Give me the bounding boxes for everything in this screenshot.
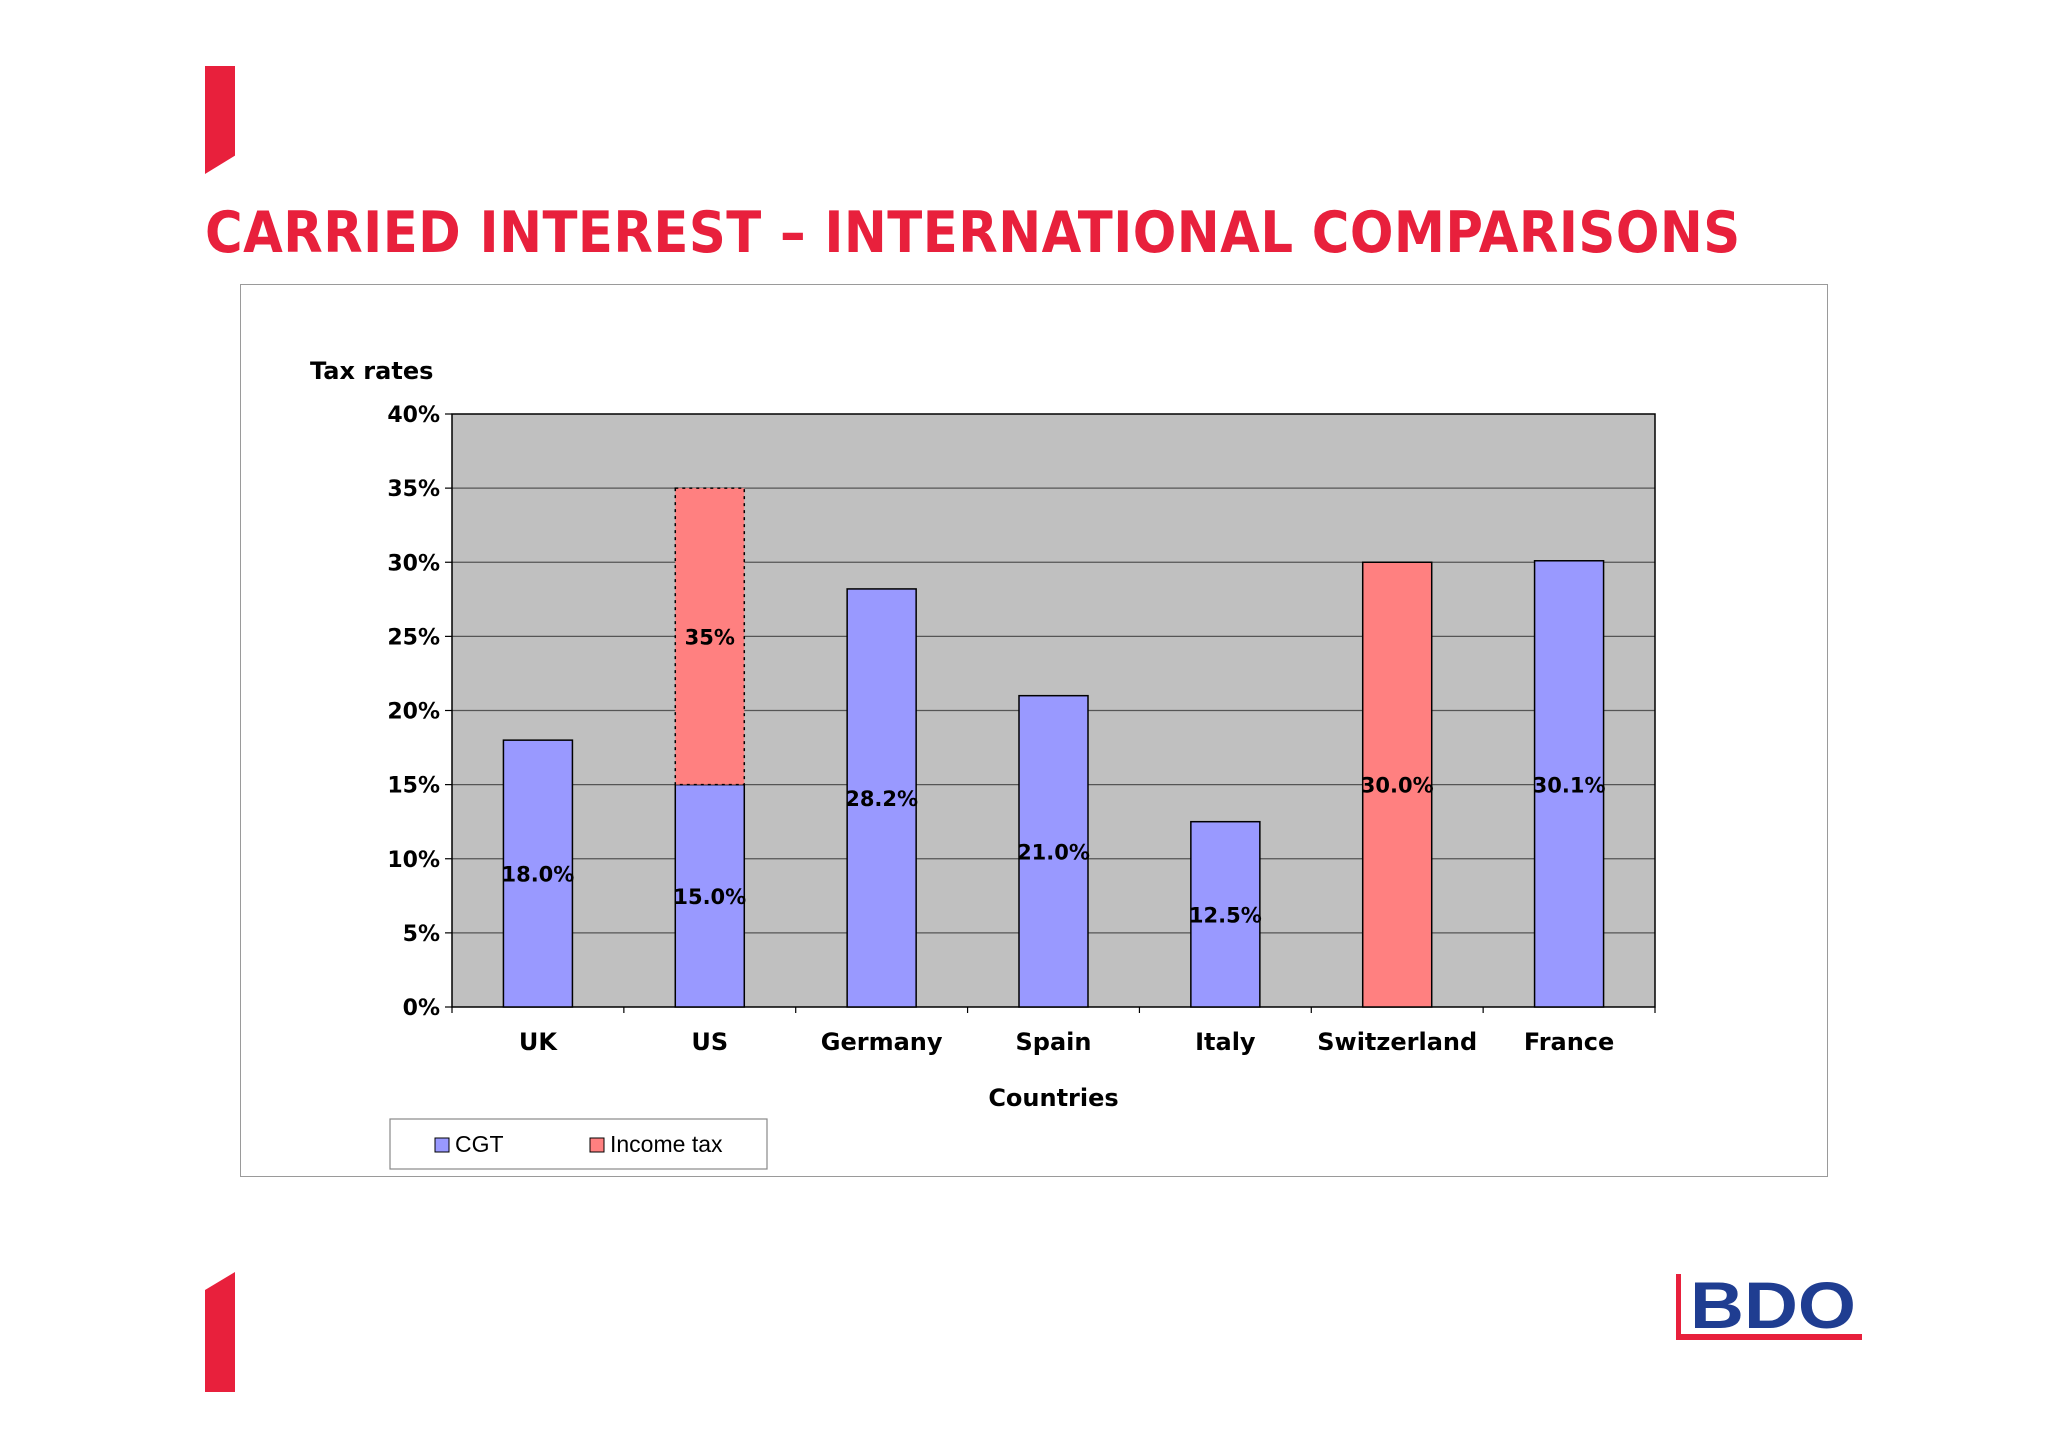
logo-underline <box>1676 1334 1862 1340</box>
legend-label: CGT <box>455 1131 504 1157</box>
y-tick-label: 10% <box>387 848 440 873</box>
y-tick-label: 5% <box>403 922 440 947</box>
bar-cgt-italy <box>1190 820 1261 1008</box>
data-label: 35% <box>685 625 735 649</box>
y-tick-label: 0% <box>403 996 440 1021</box>
y-tick-label: 15% <box>387 774 440 799</box>
legend-label: Income tax <box>610 1131 723 1157</box>
data-label: 28.2% <box>845 787 918 811</box>
y-tick-label: 40% <box>387 403 440 428</box>
x-tick-label: US <box>691 1028 728 1056</box>
x-tick-label: Switzerland <box>1317 1028 1477 1056</box>
chart-frame: 0% 5% 10% 15% 20% 25% 30% 35% 40% 18.0% UK 15.0% 35%… <box>240 284 1828 1177</box>
x-tick-label: Germany <box>821 1028 943 1056</box>
accent-bar-top <box>205 66 235 174</box>
bdo-logo: BDO <box>1676 1272 1862 1342</box>
y-tick-label: 35% <box>387 477 440 502</box>
bar-cgt-france <box>1533 560 1605 1008</box>
x-tick-label: Spain <box>1016 1028 1092 1056</box>
x-tick-label: France <box>1524 1028 1614 1056</box>
y-axis-title: Tax rates <box>310 357 433 385</box>
data-label: 30.1% <box>1533 774 1606 798</box>
x-axis-title: Countries <box>988 1084 1118 1112</box>
x-tick-label: UK <box>519 1028 558 1056</box>
data-label: 30.0% <box>1361 774 1434 798</box>
legend-box <box>389 1118 768 1170</box>
slide-title: CARRIED INTEREST – INTERNATIONAL COMPARI… <box>205 200 1741 266</box>
logo-red-bar <box>1676 1274 1681 1334</box>
accent-bar-bottom <box>205 1272 235 1392</box>
data-label: 21.0% <box>1017 840 1090 864</box>
legend-swatch <box>589 1137 605 1153</box>
legend-swatch <box>434 1137 450 1153</box>
bar-cgt-uk <box>502 739 574 1008</box>
y-tick-label: 25% <box>387 625 440 650</box>
data-label: 15.0% <box>673 885 746 909</box>
y-tick-label: 20% <box>387 700 440 725</box>
bar-cgt-spain <box>1018 694 1089 1008</box>
logo-text: BDO <box>1690 1272 1856 1342</box>
data-label: 12.5% <box>1189 903 1262 927</box>
data-label: 18.0% <box>501 863 574 887</box>
y-tick-label: 30% <box>387 551 440 576</box>
bar-chart: 0% 5% 10% 15% 20% 25% 30% 35% 40% 18.0% UK 15.0% 35%… <box>310 357 1656 1170</box>
bar-income-tax-switzerland <box>1361 561 1433 1008</box>
x-tick-label: Italy <box>1195 1028 1256 1056</box>
bar-cgt-germany <box>846 588 917 1008</box>
bar-income-tax-us <box>674 487 746 786</box>
bar-cgt-us <box>674 783 746 1008</box>
